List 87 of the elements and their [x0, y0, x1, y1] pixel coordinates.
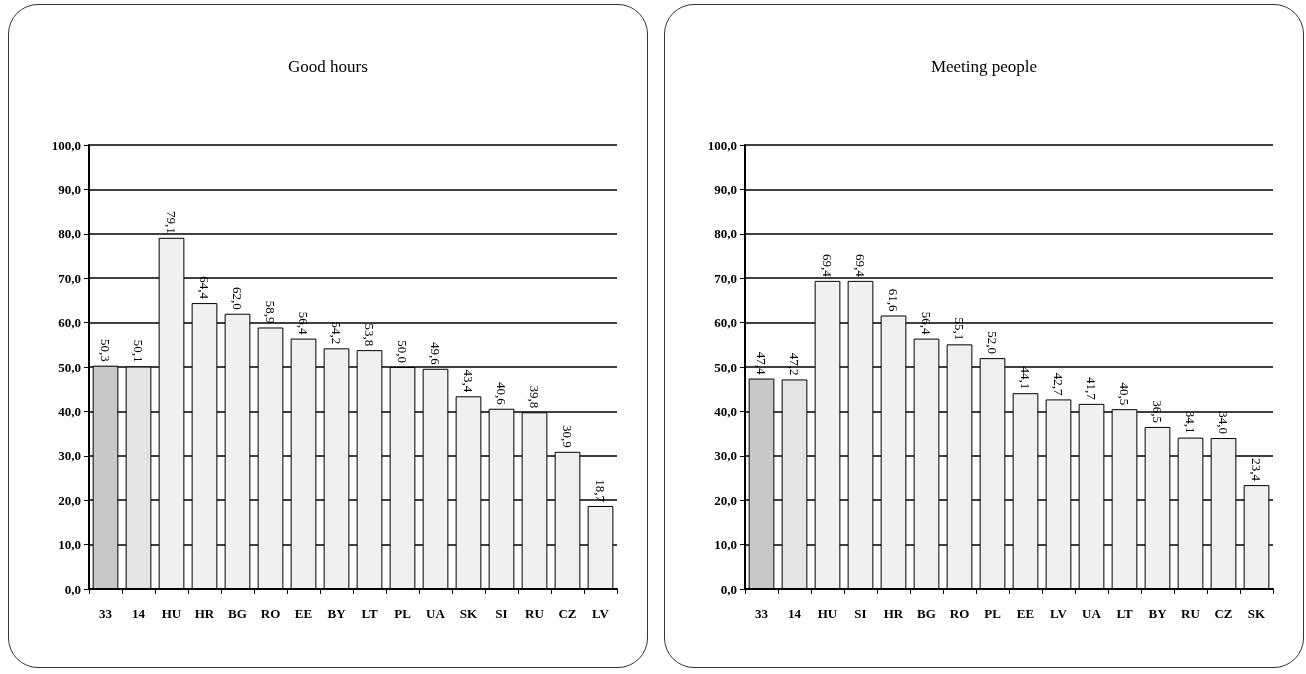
y-tick-label: 80,0 [58, 226, 81, 242]
x-tick-label: BY [327, 606, 347, 621]
data-label: 39,8 [527, 385, 542, 409]
y-tick-label: 0,0 [720, 581, 737, 597]
y-tick-label: 40,0 [714, 403, 737, 419]
x-tick-label: SK [459, 606, 479, 621]
x-tick-label: HR [194, 606, 215, 621]
y-tick-label: 50,0 [58, 359, 81, 375]
x-tick-label: LT [361, 606, 378, 621]
data-label: 47,2 [787, 352, 802, 376]
x-tick-label: EE [294, 606, 313, 621]
x-tick-label: SK [1247, 606, 1267, 621]
x-tick-label: HR [883, 606, 904, 621]
data-label: 56,4 [919, 311, 934, 336]
x-tick-label: BG [917, 606, 936, 621]
y-tick-label: 10,0 [58, 537, 81, 553]
x-tick-label: RU [1181, 606, 1201, 621]
data-label: 40,5 [1117, 382, 1132, 406]
y-tick-label: 100,0 [51, 137, 81, 153]
y-tick-label: 60,0 [714, 315, 737, 331]
x-tick-label: EE [1016, 606, 1035, 621]
y-tick-label: 30,0 [714, 448, 737, 464]
x-tick-label: 33 [755, 606, 769, 621]
data-label: 52,0 [985, 331, 1000, 355]
x-tick-label: RO [949, 606, 970, 621]
x-tick-label: LV [1050, 606, 1068, 621]
y-tick-label: 20,0 [58, 492, 81, 508]
data-label: 47,4 [754, 351, 769, 376]
data-label: 41,7 [1084, 377, 1099, 401]
y-tick-label: 60,0 [58, 315, 81, 331]
chart-title: Meeting people [930, 57, 1038, 76]
chart-title: Good hours [288, 57, 368, 76]
data-label: 69,4 [853, 254, 868, 278]
x-tick-label: CZ [1214, 606, 1233, 621]
y-tick-label: 20,0 [714, 492, 737, 508]
y-tick-label: 70,0 [58, 270, 81, 286]
data-label: 69,4 [820, 254, 835, 278]
x-tick-label: 14 [788, 606, 802, 621]
x-tick-label: BG [228, 606, 247, 621]
data-label: 43,4 [461, 369, 476, 393]
y-tick-label: 80,0 [714, 226, 737, 242]
data-label: 23,4 [1249, 458, 1264, 482]
y-tick-label: 100,0 [707, 137, 737, 153]
x-tick-label: BY [1148, 606, 1168, 621]
data-label: 42,7 [1051, 372, 1066, 396]
data-label: 53,8 [362, 323, 377, 347]
x-tick-label: SI [495, 606, 508, 621]
x-tick-label: RO [260, 606, 281, 621]
data-label: 79,1 [164, 211, 179, 234]
data-label: 58,9 [263, 300, 278, 324]
data-label: 54,2 [329, 321, 344, 345]
data-label: 56,4 [296, 311, 311, 336]
data-label: 36,5 [1150, 400, 1165, 423]
x-tick-label: CZ [558, 606, 577, 621]
y-tick-label: 30,0 [58, 448, 81, 464]
y-tick-label: 50,0 [714, 359, 737, 375]
x-tick-label: PL [984, 606, 1002, 621]
x-tick-label: PL [394, 606, 412, 621]
data-label: 40,6 [494, 381, 509, 406]
y-tick-label: 90,0 [714, 181, 737, 197]
data-label: 50,0 [395, 340, 410, 363]
x-tick-label: HU [817, 606, 838, 621]
y-tick-label: 70,0 [714, 270, 737, 286]
data-label: 50,1 [131, 339, 146, 363]
x-tick-label: LT [1116, 606, 1133, 621]
data-label: 50,3 [98, 338, 113, 362]
y-tick-label: 40,0 [58, 403, 81, 419]
x-tick-label: SI [854, 606, 867, 621]
data-label: 34,1 [1183, 410, 1198, 434]
x-tick-label: LV [592, 606, 610, 621]
y-tick-label: 90,0 [58, 181, 81, 197]
x-tick-label: RU [525, 606, 545, 621]
data-label: 34,0 [1216, 411, 1231, 435]
x-tick-label: UA [426, 606, 446, 621]
data-label: 44,1 [1018, 366, 1033, 390]
data-label: 49,6 [428, 342, 443, 366]
x-tick-label: 33 [99, 606, 113, 621]
data-label: 30,9 [560, 425, 575, 448]
x-tick-label: HU [161, 606, 182, 621]
data-label: 64,4 [197, 276, 212, 300]
data-label: 55,1 [952, 317, 967, 341]
x-tick-label: 14 [132, 606, 146, 621]
data-label: 61,6 [886, 288, 901, 312]
y-tick-label: 10,0 [714, 537, 737, 553]
x-tick-label: UA [1082, 606, 1102, 621]
data-label: 62,0 [230, 286, 245, 310]
y-tick-label: 0,0 [64, 581, 81, 597]
